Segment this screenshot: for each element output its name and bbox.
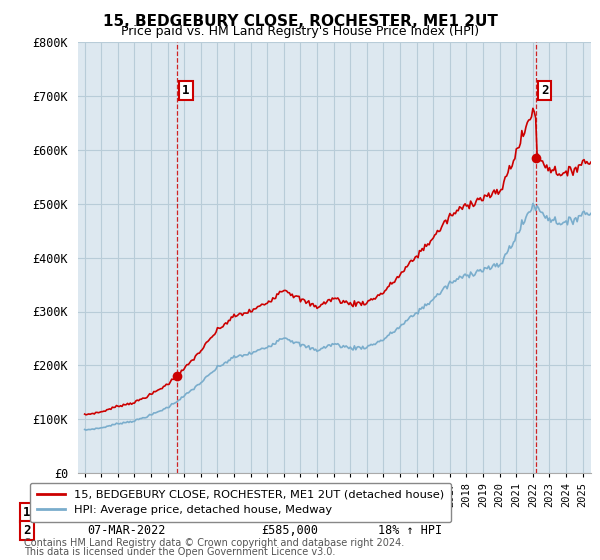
Text: £585,000: £585,000 <box>261 524 318 537</box>
Text: This data is licensed under the Open Government Licence v3.0.: This data is licensed under the Open Gov… <box>24 547 335 557</box>
Text: £180,000: £180,000 <box>261 506 318 519</box>
Text: 2: 2 <box>541 84 548 97</box>
Text: 15, BEDGEBURY CLOSE, ROCHESTER, ME1 2UT: 15, BEDGEBURY CLOSE, ROCHESTER, ME1 2UT <box>103 14 497 29</box>
Text: 1: 1 <box>23 506 31 519</box>
Text: 2: 2 <box>23 524 31 537</box>
Text: 28-JUL-2000: 28-JUL-2000 <box>87 506 166 519</box>
Text: 18% ↑ HPI: 18% ↑ HPI <box>378 524 442 537</box>
Legend: 15, BEDGEBURY CLOSE, ROCHESTER, ME1 2UT (detached house), HPI: Average price, de: 15, BEDGEBURY CLOSE, ROCHESTER, ME1 2UT … <box>29 483 451 522</box>
Text: 30% ↑ HPI: 30% ↑ HPI <box>378 506 442 519</box>
Text: Price paid vs. HM Land Registry's House Price Index (HPI): Price paid vs. HM Land Registry's House … <box>121 25 479 38</box>
Text: 1: 1 <box>182 84 190 97</box>
Text: Contains HM Land Registry data © Crown copyright and database right 2024.: Contains HM Land Registry data © Crown c… <box>24 538 404 548</box>
Text: 07-MAR-2022: 07-MAR-2022 <box>87 524 166 537</box>
